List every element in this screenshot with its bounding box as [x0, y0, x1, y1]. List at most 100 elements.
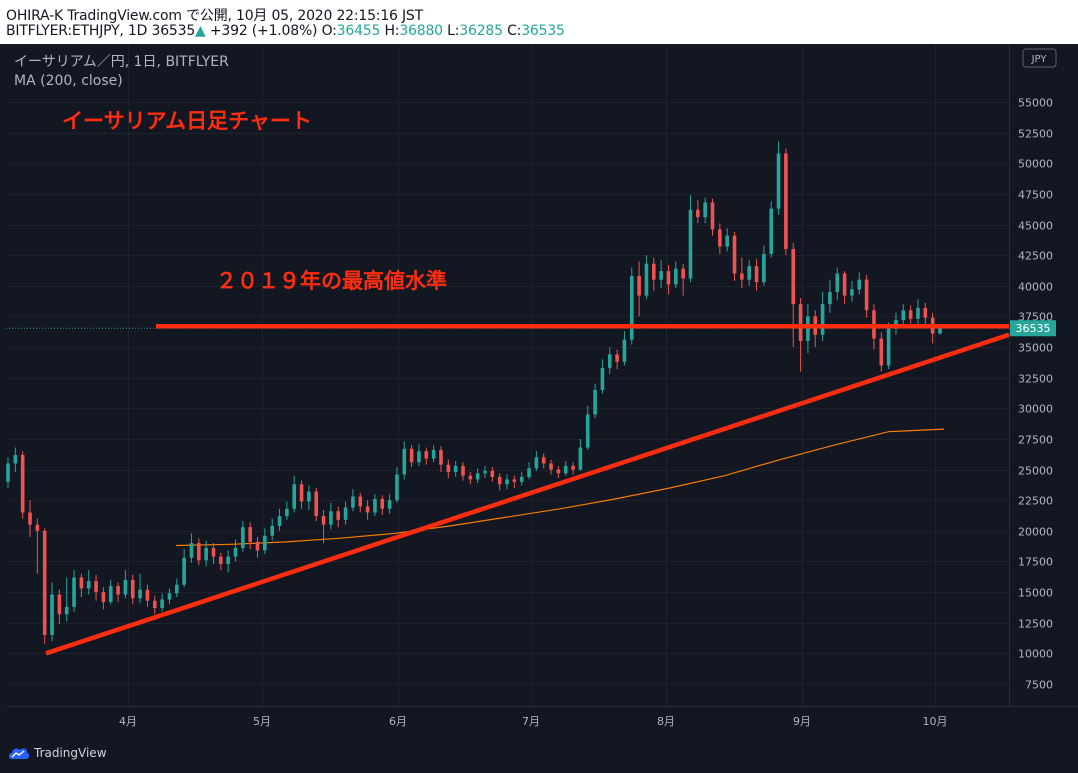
candle-body: [527, 468, 531, 477]
candle: [167, 588, 172, 605]
candle-body: [923, 307, 928, 318]
candle: [138, 573, 142, 604]
candle-body: [116, 585, 120, 595]
candle: [901, 304, 906, 328]
candle-body: [101, 592, 106, 602]
candle: [387, 494, 392, 514]
candle-body: [541, 457, 546, 464]
up-arrow-icon: ▲: [195, 23, 206, 39]
candle: [79, 573, 84, 598]
candle: [94, 574, 98, 601]
candle-body: [798, 304, 803, 341]
candle: [541, 453, 546, 469]
candle: [710, 198, 715, 236]
currency-badge[interactable]: JPY: [1022, 48, 1057, 68]
chart-area[interactable]: 7500 10000 12500 15000 17500 20000 22500 25000 2…: [6, 44, 1078, 736]
candle-body: [791, 249, 796, 305]
candle: [769, 201, 774, 258]
candle: [615, 349, 619, 370]
candle: [651, 257, 656, 291]
candle: [629, 267, 634, 345]
candlestick-chart[interactable]: 7500 10000 12500 15000 17500 20000 22500 25000 2…: [6, 44, 1078, 736]
candle: [336, 506, 341, 528]
candle-body: [629, 275, 634, 340]
candle-body: [321, 516, 326, 525]
candle-body: [505, 479, 509, 485]
candle-body: [622, 339, 627, 362]
price-axis-bg: [1009, 44, 1078, 736]
candle: [321, 510, 326, 544]
candle-body: [417, 451, 421, 463]
candle-body: [50, 594, 54, 635]
price-tick-label: 55000: [1018, 97, 1053, 110]
candle: [204, 540, 208, 567]
candle-body: [270, 525, 274, 536]
candle-body: [842, 273, 847, 296]
candle-body: [556, 469, 561, 474]
high-label: H:: [384, 23, 400, 39]
candle: [373, 494, 377, 517]
last-price-badge: 36535: [1010, 320, 1056, 337]
candle: [475, 468, 480, 484]
month-tick-label: 10月: [923, 715, 948, 728]
candle: [725, 228, 729, 252]
tradingview-logo[interactable]: TradingView: [8, 746, 107, 760]
candle: [424, 447, 429, 465]
low-label: L:: [447, 23, 460, 39]
candle: [409, 445, 414, 468]
candle-body: [461, 465, 465, 476]
candle-body: [365, 506, 370, 513]
candle-body: [549, 463, 553, 470]
support-trendline[interactable]: [45, 332, 1010, 656]
series-legend: イーサリアム／円, 1日, BITFLYER: [14, 54, 229, 70]
tradingview-cloud-icon: [9, 748, 30, 759]
candle: [754, 258, 759, 291]
candle-body: [850, 289, 854, 296]
candle: [314, 487, 319, 522]
candle: [622, 331, 627, 366]
publish-info: OHIRA-K TradingView.com で公開, 10月 05, 202…: [6, 8, 423, 24]
candle-body: [740, 273, 744, 280]
open-value: 36455: [336, 23, 381, 39]
candle: [659, 260, 663, 289]
candle-body: [204, 547, 208, 561]
chart-annotation-title: イーサリアム日足チャート: [62, 109, 312, 133]
candles-layer: [6, 141, 942, 644]
candle: [556, 465, 561, 479]
symbol-label: BITFLYER:ETHJPY, 1D: [6, 23, 148, 39]
ma-legend: MA (200, close): [14, 73, 123, 89]
candle-body: [189, 543, 194, 558]
candle: [483, 465, 487, 479]
candle-body: [681, 268, 685, 279]
candle-body: [475, 473, 480, 480]
candle-body: [20, 454, 25, 513]
candle-body: [784, 153, 788, 250]
candle: [270, 518, 274, 541]
candle: [666, 264, 671, 295]
candle: [784, 148, 788, 256]
candle-body: [108, 585, 113, 602]
candle-body: [138, 589, 142, 599]
last-price: 36535: [151, 23, 196, 39]
candle: [35, 518, 40, 574]
candle: [64, 577, 69, 622]
candle-body: [688, 209, 693, 279]
price-axis[interactable]: 7500 10000 12500 15000 17500 20000 22500 25000 2…: [1009, 44, 1078, 736]
price-tick-label: 20000: [1018, 526, 1053, 539]
candle: [798, 298, 803, 372]
candle: [585, 405, 590, 450]
ma-200-layer: [175, 428, 945, 547]
candle-body: [6, 463, 10, 482]
candle-body: [64, 606, 69, 615]
candle-body: [446, 464, 451, 473]
candle-body: [651, 263, 656, 280]
candle: [835, 267, 840, 301]
candle: [197, 538, 201, 566]
tradingview-brand: TradingView: [34, 746, 107, 760]
candle: [395, 467, 399, 503]
candle-body: [35, 524, 40, 531]
time-axis[interactable]: 4月 5月 6月 7月 8月 9月 10月: [6, 706, 1078, 729]
candle-body: [145, 589, 150, 601]
high-value: 36880: [399, 23, 443, 39]
candle: [549, 459, 553, 475]
